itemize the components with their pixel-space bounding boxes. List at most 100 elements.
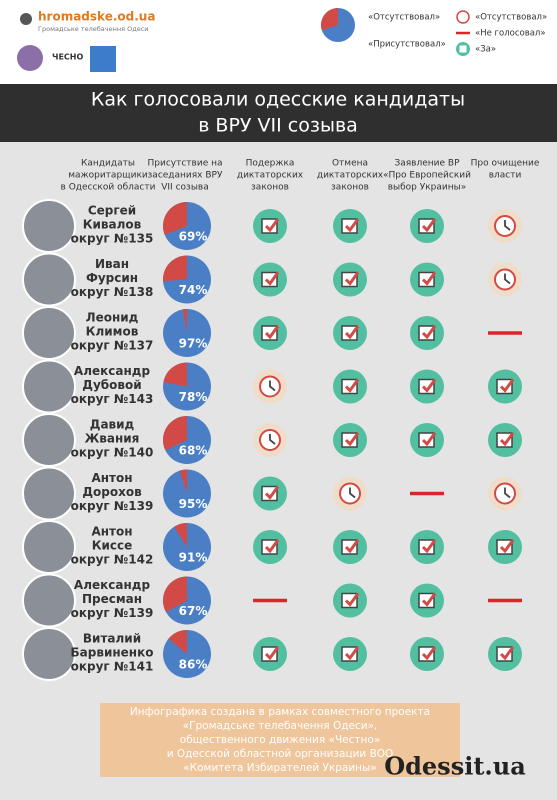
vote-icon xyxy=(410,209,444,243)
name: Киссе xyxy=(92,539,133,553)
icon-check xyxy=(421,378,437,393)
attendance-label: 86% xyxy=(179,658,208,672)
name: Дорохов xyxy=(82,485,142,499)
icon-check xyxy=(264,539,280,554)
column-header: в Одесской области xyxy=(61,183,156,193)
icon-check xyxy=(344,432,360,447)
column-header: Присутствие на xyxy=(148,159,223,169)
icon-check xyxy=(421,432,437,447)
vote-icon xyxy=(333,262,367,297)
icon-box xyxy=(496,432,513,448)
legend-label: «Не голосовал» xyxy=(475,29,546,39)
icon-box xyxy=(418,539,435,555)
attendance-label: 74% xyxy=(179,283,208,297)
icon-box xyxy=(341,271,358,288)
name: Кивалов xyxy=(83,218,142,232)
icon-check xyxy=(344,271,360,286)
vote-icon xyxy=(488,423,522,457)
column-header: диктаторских xyxy=(317,171,384,181)
icon-box xyxy=(261,325,278,341)
vote-icon xyxy=(410,316,444,350)
vote-icon xyxy=(488,369,522,404)
icon-hands xyxy=(504,487,511,499)
vote-icon xyxy=(333,369,367,404)
attendance-label: 91% xyxy=(179,551,208,565)
icon-check xyxy=(421,539,437,554)
partner-logo xyxy=(17,45,43,71)
icon-check xyxy=(421,325,437,340)
district: округ №140 xyxy=(71,446,154,460)
icon-check xyxy=(344,539,360,554)
icon-check xyxy=(499,539,515,554)
vote-icon xyxy=(488,530,522,564)
vote-icon xyxy=(253,316,287,350)
column-header: Отмена xyxy=(332,159,368,169)
icon-check xyxy=(421,271,437,286)
name: Виталий xyxy=(83,632,141,646)
legend-clock xyxy=(456,10,470,24)
column-header: заседаниях ВРУ xyxy=(148,171,223,181)
vote-icon xyxy=(333,583,367,618)
vote-icon xyxy=(488,262,522,297)
column-header: VII созыва xyxy=(161,183,209,193)
icon-box xyxy=(496,539,513,555)
name: Иван xyxy=(95,257,129,271)
photo xyxy=(22,573,76,628)
icon-check xyxy=(264,218,280,233)
icon-check xyxy=(499,646,515,661)
icon-box xyxy=(341,592,358,609)
vote-icon xyxy=(410,262,444,297)
name: Александр xyxy=(74,578,151,592)
vote-icon xyxy=(488,209,522,243)
photo xyxy=(22,199,76,253)
title-band xyxy=(0,84,557,142)
footer-line: Инфографика создана в рамках совместного… xyxy=(130,706,430,718)
district: округ №138 xyxy=(71,285,154,299)
attendance-pie-absent xyxy=(162,202,187,235)
footer-box xyxy=(100,703,460,777)
vote-icon xyxy=(253,637,287,671)
icon-check xyxy=(264,485,280,500)
photo xyxy=(22,466,76,521)
column-header: власти xyxy=(489,171,522,181)
icon-box xyxy=(418,378,435,395)
name: Давид xyxy=(90,418,135,432)
icon-box xyxy=(341,378,358,395)
photo xyxy=(22,306,76,360)
column-header: законов xyxy=(251,183,289,193)
attendance-pie-absent xyxy=(182,309,187,333)
vote-icon xyxy=(410,530,444,564)
icon-box xyxy=(341,539,358,555)
footer-line: «Громадське телебачення Одеси», xyxy=(183,720,378,732)
icon-box xyxy=(418,646,435,662)
icon-check xyxy=(344,325,360,340)
icon-box xyxy=(341,646,358,662)
district: округ №143 xyxy=(71,392,154,406)
vote-icon xyxy=(333,423,367,457)
name: Сергей xyxy=(88,204,136,218)
legend-label: «Отсутствовал» xyxy=(368,13,440,23)
attendance-pie-absent xyxy=(174,523,187,547)
vote-icon xyxy=(410,423,444,457)
column-header: диктаторских xyxy=(237,171,304,181)
photo xyxy=(22,520,76,574)
vote-icon xyxy=(253,369,287,404)
attendance-label: 97% xyxy=(179,337,208,351)
logo-icon xyxy=(20,13,32,25)
icon-box xyxy=(341,218,358,234)
attendance-label: 68% xyxy=(179,444,208,458)
icon-box xyxy=(418,218,435,234)
icon-box xyxy=(418,271,435,288)
icon-box xyxy=(261,218,278,234)
footer-line: «Комитета Избирателей Украины» xyxy=(183,762,377,774)
vote-icon xyxy=(333,209,367,243)
icon-hands xyxy=(504,273,511,285)
partner-name: ЧЕСНО xyxy=(52,53,83,62)
legend-label: «Присутствовал» xyxy=(368,40,446,50)
name: Леонид xyxy=(86,311,139,325)
icon-box xyxy=(341,432,358,448)
icon-box xyxy=(418,432,435,448)
attendance-pie-absent xyxy=(163,362,187,387)
